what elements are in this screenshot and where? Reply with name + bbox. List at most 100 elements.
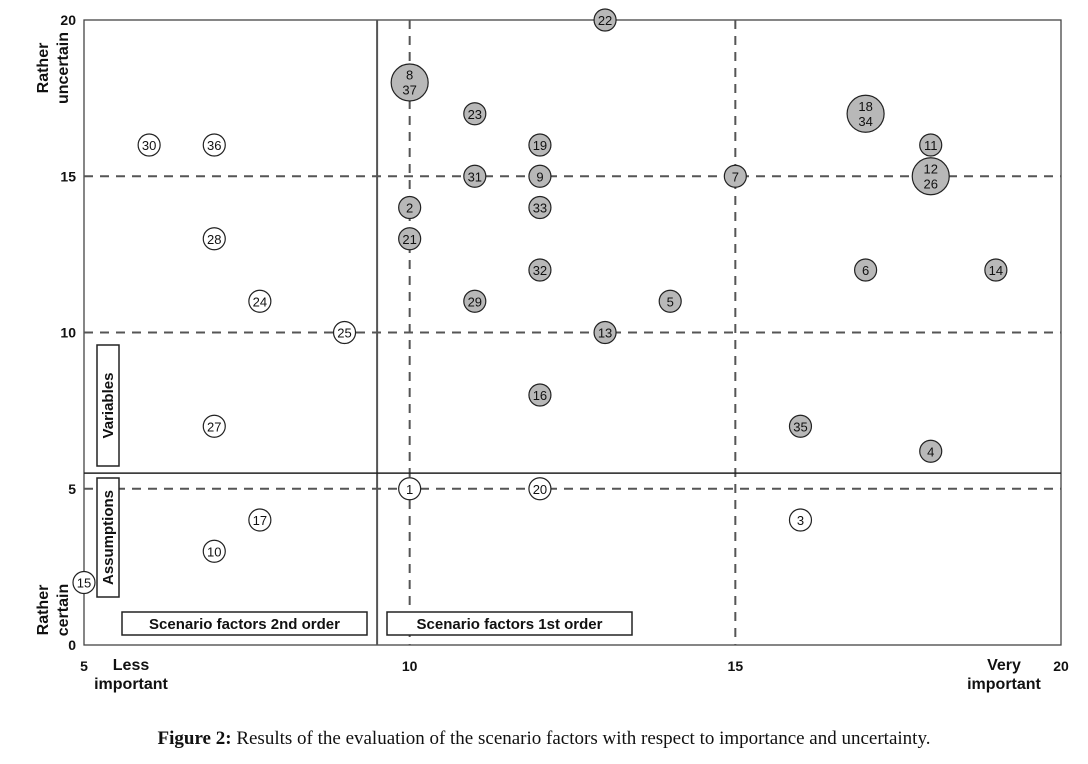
data-point-7 [723,164,747,188]
data-point-23 [463,102,487,126]
data-point-label: 1 [406,482,413,497]
x-tick-label: 5 [80,658,88,674]
data-point-label: 30 [142,138,156,153]
data-point-8-37 [390,63,429,102]
x-tick-label: 15 [728,658,744,674]
data-point-label: 23 [468,107,482,122]
data-point-label: 18 [858,99,872,114]
data-point-label: 31 [468,169,482,184]
x-axis-label-high: important [967,676,1041,693]
y-tick-label: 20 [60,12,76,28]
data-point-13 [593,320,617,345]
data-point-label: 37 [402,83,416,98]
data-point-29 [463,289,487,313]
y-tick-label: 15 [60,168,76,184]
y-axis-label-low: Rather [35,585,52,636]
data-point-label: 5 [667,294,674,309]
data-point-14 [984,258,1008,282]
x-tick-label: 20 [1053,658,1069,674]
data-point-label: 13 [598,326,612,341]
y-tick-label: 0 [68,637,76,653]
data-point-31 [463,164,487,188]
data-point-18-34 [846,94,885,133]
data-point-label: 26 [923,176,937,191]
data-point-6 [853,258,878,282]
data-point-label: 6 [862,263,869,278]
data-point-label: 2 [406,201,413,216]
data-point-10 [202,539,226,563]
x-axis-label-high: Very [987,657,1021,674]
data-point-label: 32 [533,263,547,278]
data-point-1 [398,477,422,501]
data-point-label: 16 [533,388,547,403]
data-point-12-26 [911,157,950,196]
region-label-first-order: Scenario factors 1st order [417,616,603,633]
data-point-label: 19 [533,138,547,153]
data-point-label: 9 [536,169,543,184]
region-label-assumptions: Assumptions [100,490,117,585]
data-point-label: 15 [77,576,91,591]
data-point-27 [202,414,226,438]
data-point-17 [248,508,272,532]
data-point-label: 35 [793,419,807,434]
region-label-second-order: Scenario factors 2nd order [149,616,340,633]
data-point-28 [202,227,226,251]
data-point-22 [593,8,617,32]
data-point-19 [528,133,552,157]
data-point-30 [137,133,161,157]
data-point-label: 7 [732,169,739,184]
data-point-16 [528,383,552,407]
data-point-label: 11 [924,138,938,153]
y-tick-label: 10 [60,325,76,341]
data-point-35 [788,414,813,438]
y-axis-label-high: uncertain [55,32,72,104]
data-point-label: 28 [207,232,221,247]
caption-label: Figure 2: [157,728,232,749]
data-point-label: 3 [797,513,804,528]
data-point-label: 36 [207,138,221,153]
data-point-label: 17 [253,513,267,528]
region-label-assumptions-box [96,477,120,598]
data-point-11 [919,133,943,157]
x-axis-label-low: important [94,676,168,693]
data-point-24 [248,289,272,313]
scatter-chart: 5 10 15 2005101520LessimportantVeryimportan… [35,8,1069,693]
data-point-9 [528,164,552,188]
data-point-label: 24 [253,294,267,309]
data-point-20 [528,477,552,501]
data-point-2 [398,195,422,220]
data-point-3 [788,508,813,532]
y-axis-label-low: certain [55,584,72,636]
data-point-4 [919,439,943,463]
y-axis-label-high: Rather [35,43,52,94]
data-point-label: 27 [207,419,221,434]
data-point-label: 21 [402,232,416,247]
data-point-label: 29 [468,294,482,309]
data-point-label: 14 [989,263,1003,278]
data-point-label: 34 [858,114,872,129]
data-point-25 [332,320,357,345]
data-point-21 [398,227,422,251]
data-point-label: 12 [923,161,937,176]
region-label-first-order-box [386,611,633,636]
data-point-label: 8 [406,68,413,83]
data-point-32 [528,258,552,282]
y-tick-label: 5 [68,481,76,497]
data-point-label: 33 [533,201,547,216]
x-axis-label-low: Less [113,657,150,674]
data-point-label: 4 [927,444,934,459]
data-point-15 [72,570,96,595]
chart-area: 5 10 15 20 0 5 10 15 20 Less important Very importan… [35,8,1069,693]
x-tick-label: 10 [402,658,418,674]
data-point-36 [202,133,226,157]
region-label-variables-box [96,344,120,467]
data-point-label: 20 [533,482,547,497]
data-point-label: 25 [337,326,351,341]
region-label-second-order-box [121,611,368,636]
caption-text: Results of the evaluation of the scenari… [236,728,931,749]
region-label-variables: Variables [100,373,117,439]
data-point-33 [528,195,552,220]
data-point-5 [658,289,682,313]
figure-caption: Figure 2: Results of the evaluation of t… [0,728,1088,750]
data-point-label: 22 [598,13,612,28]
